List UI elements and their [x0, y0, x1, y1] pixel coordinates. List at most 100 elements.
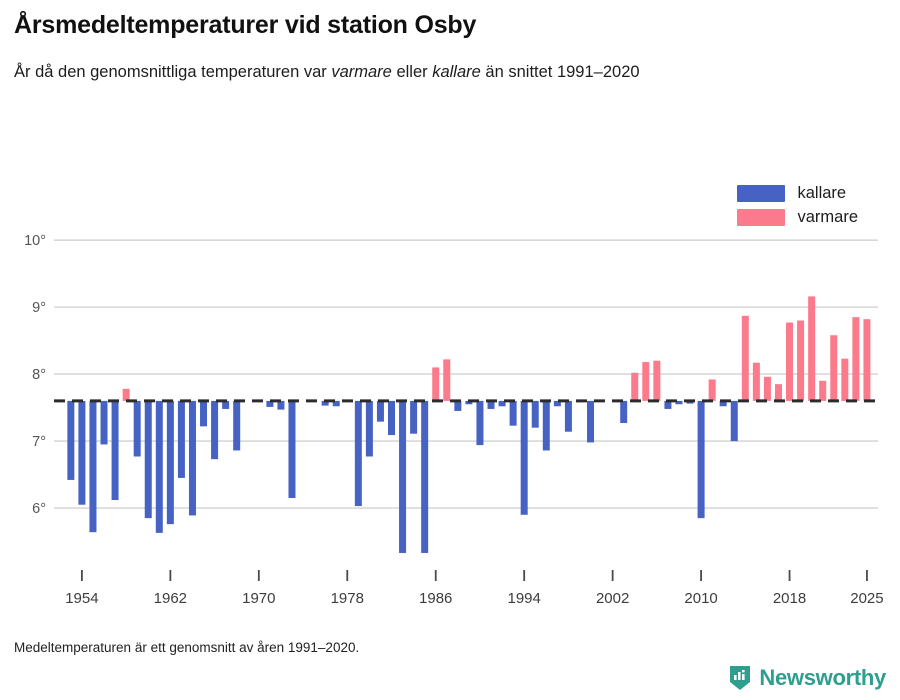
bar[interactable]: [222, 400, 230, 409]
bar[interactable]: [620, 400, 628, 423]
bar[interactable]: [653, 360, 661, 401]
bar[interactable]: [388, 400, 395, 436]
bar[interactable]: [410, 400, 418, 434]
y-axis-tick-label: 7°: [32, 434, 46, 450]
y-axis-tick-label: 6°: [32, 501, 46, 517]
bar[interactable]: [498, 400, 506, 407]
page-title: Årsmedeltemperaturer vid station Osby: [14, 11, 477, 39]
bar[interactable]: [111, 400, 119, 501]
bar[interactable]: [233, 400, 241, 451]
x-axis-tick-label: 2025: [850, 590, 883, 607]
y-axis-tick-label: 9°: [32, 300, 46, 316]
legend-swatch-varmare: [737, 209, 786, 226]
bar[interactable]: [520, 400, 528, 515]
chart-header: Årsmedeltemperaturer vid station Osby År…: [0, 0, 900, 85]
subtitle-emphasis-varmare: varmare: [331, 63, 392, 82]
x-axis-tick-label: 1994: [507, 590, 540, 607]
bar[interactable]: [697, 400, 705, 519]
newsworthy-logo-icon: [730, 666, 751, 690]
bar[interactable]: [421, 400, 429, 553]
subtitle-text-2: eller: [391, 63, 433, 82]
chart-subtitle: År då den genomsnittliga temperaturen va…: [14, 61, 844, 85]
bar[interactable]: [89, 400, 97, 533]
bar[interactable]: [830, 335, 838, 401]
bar[interactable]: [863, 319, 871, 401]
bar[interactable]: [542, 400, 550, 451]
bar[interactable]: [808, 296, 816, 401]
subtitle-text-3: än snittet 1991–2020: [480, 63, 640, 82]
chart-footnote: Medeltemperaturen är ett genomsnitt av å…: [14, 640, 360, 655]
bar[interactable]: [664, 400, 672, 409]
x-axis-tick-label: 2018: [773, 590, 806, 607]
x-axis-tick-label: 1962: [154, 590, 187, 607]
chart-legend: kallare varmare: [737, 185, 858, 226]
bar[interactable]: [365, 400, 373, 457]
bar[interactable]: [266, 400, 274, 407]
bar[interactable]: [852, 317, 860, 401]
bar[interactable]: [564, 400, 572, 432]
bar[interactable]: [819, 380, 827, 401]
bar-series: [67, 296, 871, 553]
bar[interactable]: [465, 400, 473, 405]
bar[interactable]: [443, 359, 451, 401]
brand-name: Newsworthy: [759, 665, 886, 690]
bar[interactable]: [509, 400, 517, 426]
bar[interactable]: [122, 388, 130, 401]
bar[interactable]: [288, 400, 296, 499]
x-axis: 1954 1962 1970 1978 1986 1994 2002 2010 2018 2025: [65, 570, 884, 607]
bar[interactable]: [432, 367, 440, 401]
bar[interactable]: [177, 400, 185, 478]
x-axis-tick-label: 2010: [684, 590, 717, 607]
bar[interactable]: [730, 400, 738, 442]
bar[interactable]: [332, 400, 340, 407]
bar[interactable]: [531, 400, 539, 428]
bar[interactable]: [67, 400, 75, 480]
bar[interactable]: [642, 362, 650, 401]
bar[interactable]: [211, 400, 219, 460]
bar[interactable]: [144, 400, 152, 519]
bar[interactable]: [631, 372, 639, 401]
bar[interactable]: [786, 322, 794, 401]
bar[interactable]: [155, 400, 163, 533]
bar[interactable]: [454, 400, 462, 411]
y-axis-tick-label: 8°: [32, 367, 46, 383]
bar[interactable]: [133, 400, 141, 457]
bar[interactable]: [774, 384, 782, 401]
legend-item-kallare[interactable]: kallare: [737, 185, 858, 202]
bar[interactable]: [354, 400, 362, 507]
bar[interactable]: [321, 400, 329, 406]
y-axis-tick-label: 10°: [24, 233, 46, 249]
x-axis-tick-label: 2002: [596, 590, 629, 607]
bar[interactable]: [553, 400, 561, 407]
bar[interactable]: [100, 400, 108, 445]
bar[interactable]: [166, 400, 174, 525]
bar[interactable]: [587, 400, 595, 443]
legend-label-varmare: varmare: [797, 208, 858, 227]
bar[interactable]: [78, 400, 86, 505]
bar[interactable]: [487, 400, 495, 409]
bar[interactable]: [708, 379, 716, 401]
subtitle-emphasis-kallare: kallare: [432, 63, 481, 82]
chart-plot-area: kallare varmare 6° 7° 8° 9° 10° 1954 1962 1970…: [0, 165, 900, 615]
bar[interactable]: [719, 400, 727, 407]
bar[interactable]: [675, 400, 683, 405]
x-axis-tick-label: 1986: [419, 590, 452, 607]
bar[interactable]: [376, 400, 384, 422]
legend-swatch-kallare: [737, 185, 786, 202]
bar[interactable]: [399, 400, 407, 553]
brand-logo[interactable]: Newsworthy: [728, 665, 886, 691]
bar[interactable]: [476, 400, 484, 446]
bar[interactable]: [741, 315, 749, 401]
bar[interactable]: [188, 400, 196, 516]
subtitle-text-1: År då den genomsnittliga temperaturen va…: [14, 63, 332, 82]
bar[interactable]: [841, 358, 849, 401]
x-axis-tick-label: 1954: [65, 590, 98, 607]
bar[interactable]: [277, 400, 285, 410]
legend-label-kallare: kallare: [797, 184, 847, 203]
legend-item-varmare[interactable]: varmare: [737, 209, 858, 226]
bar[interactable]: [752, 362, 760, 401]
bar[interactable]: [797, 320, 805, 401]
bar[interactable]: [200, 400, 208, 427]
bar[interactable]: [763, 376, 771, 401]
